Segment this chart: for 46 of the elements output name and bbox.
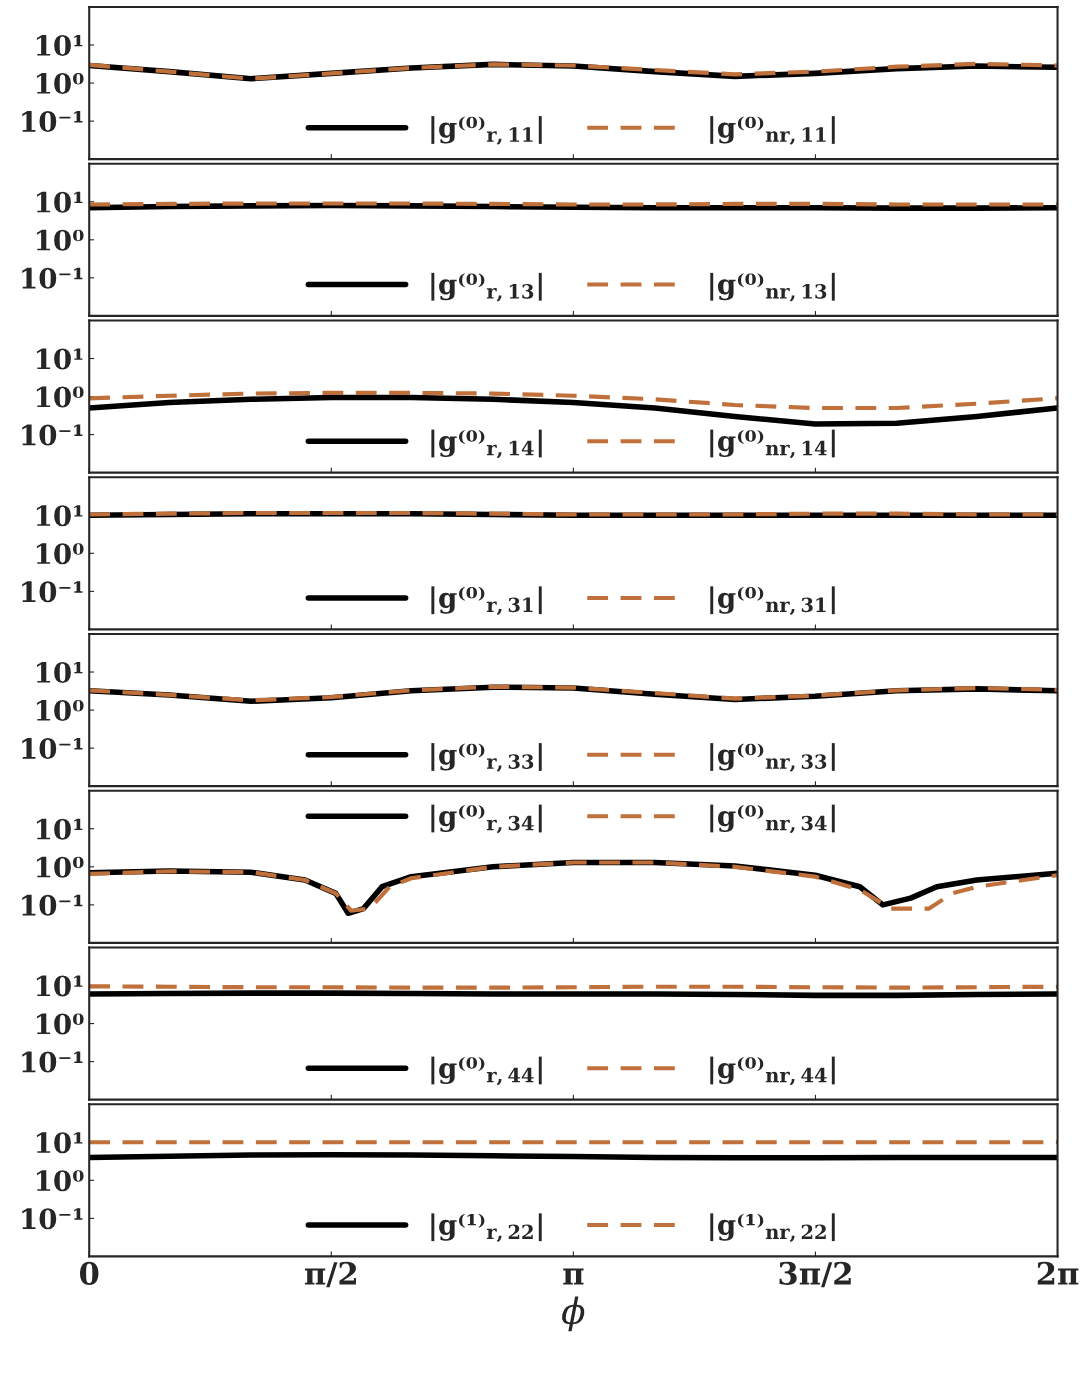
x-tick-label: 3π/2 [779, 1261, 851, 1288]
y-tick-label: 10¹ [36, 191, 83, 213]
y-tick-label: 10⁰ [36, 700, 84, 722]
y-tick-label: 10⁰ [36, 856, 84, 878]
legend-label: |g⁽⁰⁾$_{nr,31}$| [710, 586, 835, 616]
legend-label: |g⁽⁰⁾$_{nr,11}$| [710, 116, 835, 145]
y-tick-label: 10⁻¹ [22, 894, 83, 916]
legend-label: |g⁽⁰⁾$_{nr,13}$| [710, 272, 835, 302]
x-tick-label: π [563, 1268, 584, 1285]
y-tick-label: 10⁻¹ [22, 581, 83, 603]
x-tick-label: 0 [80, 1261, 99, 1285]
legend-label: |g⁽⁰⁾$_{r,14}$| [431, 429, 542, 459]
y-tick-label: 10⁻¹ [22, 738, 83, 760]
y-tick-label: 10⁰ [36, 386, 84, 408]
y-tick-label: 10¹ [36, 34, 83, 56]
y-tick-label: 10⁻¹ [22, 424, 83, 446]
y-tick-label: 10⁻¹ [22, 1051, 83, 1073]
legend-label: |g⁽¹⁾$_{nr,22}$| [710, 1213, 835, 1243]
x-tick-label: π/2 [304, 1261, 356, 1288]
series-label: |g⁽⁰⁾$_{r,34}$| [431, 804, 542, 834]
y-tick-label: 10¹ [36, 505, 83, 527]
y-tick-label: 10⁰ [36, 1013, 84, 1035]
legend-label: |g⁽⁰⁾$_{nr,44}$| [710, 1056, 835, 1086]
y-tick-label: 10¹ [36, 348, 83, 370]
legend-label: |g⁽⁰⁾$_{r,11}$| [431, 116, 542, 145]
x-axis-title: ϕ [562, 1296, 585, 1332]
legend-label: |g⁽⁰⁾$_{nr,14}$| [710, 429, 835, 459]
y-tick-label: 10⁰ [36, 543, 84, 565]
legend-label: |g⁽¹⁾$_{r,22}$| [431, 1213, 542, 1243]
y-tick-label: 10¹ [36, 661, 83, 683]
legend-label: |g⁽⁰⁾$_{r,13}$| [431, 272, 542, 302]
y-tick-label: 10⁻¹ [22, 111, 83, 133]
y-tick-label: 10⁻¹ [22, 1208, 83, 1230]
y-tick-label: 10⁻¹ [22, 267, 83, 289]
legend-label: |g⁽⁰⁾$_{r,31}$| [431, 586, 542, 616]
legend-label: |g⁽⁰⁾$_{r,33}$| [431, 743, 542, 772]
x-tick-label: 2π [1037, 1261, 1079, 1285]
y-tick-label: 10⁰ [36, 73, 84, 95]
y-tick-label: 10⁰ [36, 1170, 84, 1192]
legend-label: |g⁽⁰⁾$_{r,44}$| [431, 1056, 542, 1086]
y-tick-label: 10¹ [36, 975, 83, 997]
legend-label: |g⁽⁰⁾$_{nr,33}$| [710, 743, 835, 772]
y-tick-label: 10⁰ [36, 229, 84, 251]
y-tick-label: 10¹ [36, 1132, 83, 1154]
series-label: |g⁽⁰⁾$_{nr,34}$| [710, 804, 835, 834]
y-tick-label: 10¹ [36, 818, 83, 840]
